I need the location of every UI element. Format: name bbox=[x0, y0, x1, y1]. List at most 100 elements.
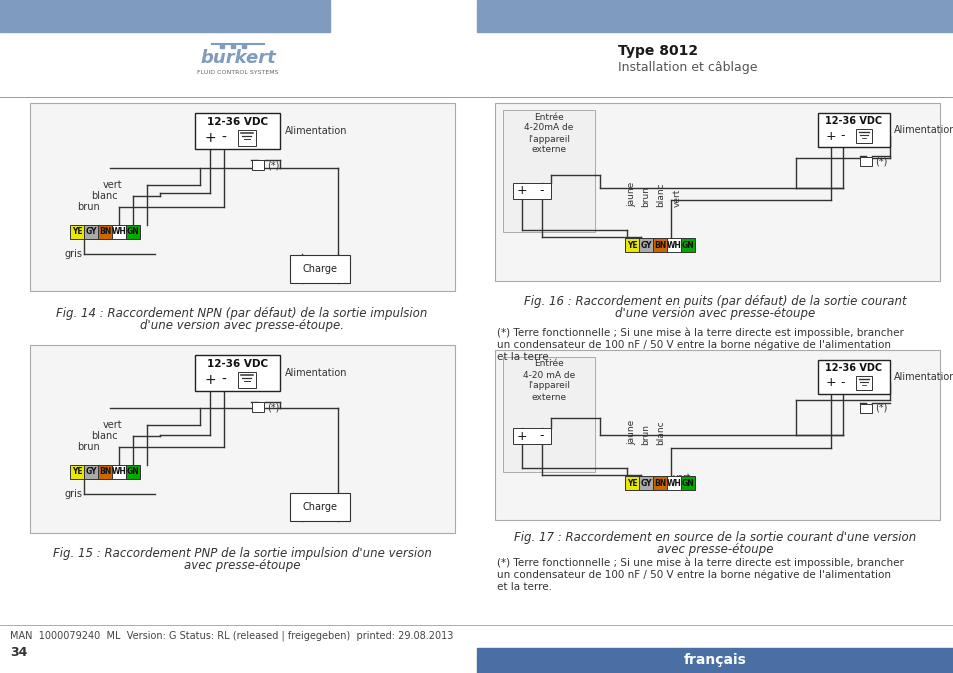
Bar bbox=[513, 183, 551, 199]
Bar bbox=[194, 355, 280, 391]
Text: externe: externe bbox=[531, 145, 566, 155]
Text: Charge: Charge bbox=[302, 502, 337, 512]
Bar bbox=[126, 465, 140, 479]
Text: YE: YE bbox=[71, 468, 82, 476]
Bar bbox=[237, 130, 255, 146]
Text: -: - bbox=[539, 429, 543, 443]
Bar bbox=[30, 345, 455, 533]
Text: l'appareil: l'appareil bbox=[527, 135, 569, 143]
Text: +: + bbox=[204, 373, 215, 387]
Bar bbox=[252, 402, 264, 412]
Bar bbox=[859, 157, 871, 166]
Text: avec presse-étoupe: avec presse-étoupe bbox=[656, 542, 773, 555]
Text: (*) Terre fonctionnelle ; Si une mise à la terre directe est impossible, branche: (*) Terre fonctionnelle ; Si une mise à … bbox=[497, 328, 902, 339]
Text: 12-36 VDC: 12-36 VDC bbox=[824, 116, 882, 126]
Text: Alimentation: Alimentation bbox=[893, 125, 953, 135]
Bar bbox=[0, 0, 330, 32]
Text: l'appareil: l'appareil bbox=[527, 382, 569, 390]
Bar bbox=[98, 225, 112, 239]
Text: YE: YE bbox=[626, 240, 637, 250]
Text: 4-20mA de: 4-20mA de bbox=[524, 124, 573, 133]
Text: GN: GN bbox=[127, 227, 139, 236]
Bar bbox=[624, 238, 639, 252]
Bar bbox=[476, 0, 953, 32]
Text: 12-36 VDC: 12-36 VDC bbox=[824, 363, 882, 373]
Text: BN: BN bbox=[653, 240, 665, 250]
Bar bbox=[84, 225, 98, 239]
Bar bbox=[194, 113, 280, 149]
Bar bbox=[513, 428, 551, 444]
Bar bbox=[652, 476, 666, 490]
Bar bbox=[476, 648, 953, 673]
Text: Installation et câblage: Installation et câblage bbox=[618, 61, 757, 73]
Text: un condensateur de 100 nF / 50 V entre la borne négative de l'alimentation: un condensateur de 100 nF / 50 V entre l… bbox=[497, 570, 890, 581]
Text: Alimentation: Alimentation bbox=[893, 372, 953, 382]
Text: 4-20 mA de: 4-20 mA de bbox=[522, 371, 575, 380]
Bar bbox=[855, 129, 871, 143]
Text: 12-36 VDC: 12-36 VDC bbox=[207, 359, 268, 369]
Text: d'une version avec presse-étoupe: d'une version avec presse-étoupe bbox=[615, 308, 814, 320]
Text: gris: gris bbox=[65, 489, 83, 499]
Text: +: + bbox=[517, 184, 527, 197]
Text: et la terre.: et la terre. bbox=[497, 352, 552, 362]
Bar bbox=[70, 225, 84, 239]
Bar bbox=[855, 376, 871, 390]
Text: -: - bbox=[221, 373, 226, 387]
Text: blanc: blanc bbox=[91, 431, 117, 441]
Text: gris: gris bbox=[65, 249, 83, 259]
Bar bbox=[30, 103, 455, 291]
Text: -: - bbox=[840, 376, 844, 390]
Bar bbox=[252, 160, 264, 170]
Text: -: - bbox=[840, 129, 844, 143]
Bar bbox=[680, 476, 695, 490]
Text: burkert: burkert bbox=[200, 49, 275, 67]
Text: brun: brun bbox=[640, 424, 649, 445]
Text: Alimentation: Alimentation bbox=[285, 368, 347, 378]
Text: (*): (*) bbox=[267, 160, 279, 170]
Text: WH: WH bbox=[666, 479, 680, 487]
Text: français: français bbox=[683, 653, 745, 667]
Bar bbox=[495, 103, 939, 281]
Bar bbox=[680, 238, 695, 252]
Text: jaune: jaune bbox=[626, 420, 636, 445]
Text: +: + bbox=[825, 376, 836, 390]
Text: Entrée: Entrée bbox=[534, 112, 563, 122]
Text: +: + bbox=[517, 429, 527, 443]
Text: blanc: blanc bbox=[656, 421, 664, 445]
Bar bbox=[666, 476, 680, 490]
Text: vert: vert bbox=[672, 188, 681, 207]
Text: Fig. 16 : Raccordement en puits (par défaut) de la sortie courant: Fig. 16 : Raccordement en puits (par déf… bbox=[523, 295, 905, 308]
Bar bbox=[666, 238, 680, 252]
Text: GN: GN bbox=[127, 468, 139, 476]
Bar bbox=[84, 465, 98, 479]
Text: d'une version avec presse-étoupe.: d'une version avec presse-étoupe. bbox=[140, 318, 344, 332]
Text: blanc: blanc bbox=[91, 191, 117, 201]
Text: GN: GN bbox=[680, 479, 694, 487]
Text: et la terre.: et la terre. bbox=[497, 582, 552, 592]
Text: brun: brun bbox=[77, 442, 100, 452]
Bar bbox=[112, 225, 126, 239]
Text: -: - bbox=[221, 131, 226, 145]
Text: Type 8012: Type 8012 bbox=[618, 44, 698, 58]
Bar bbox=[817, 113, 889, 147]
Bar bbox=[112, 465, 126, 479]
Text: -: - bbox=[539, 184, 543, 197]
Bar bbox=[126, 225, 140, 239]
Text: (*) Terre fonctionnelle ; Si une mise à la terre directe est impossible, branche: (*) Terre fonctionnelle ; Si une mise à … bbox=[497, 558, 902, 569]
Text: Fig. 17 : Raccordement en source de la sortie courant d'une version: Fig. 17 : Raccordement en source de la s… bbox=[514, 530, 915, 544]
Text: brun: brun bbox=[77, 202, 100, 212]
Bar bbox=[237, 372, 255, 388]
Text: Fig. 14 : Raccordement NPN (par défaut) de la sortie impulsion: Fig. 14 : Raccordement NPN (par défaut) … bbox=[56, 306, 427, 320]
Text: GY: GY bbox=[639, 479, 651, 487]
Text: 34: 34 bbox=[10, 645, 28, 658]
Bar bbox=[652, 238, 666, 252]
Text: Charge: Charge bbox=[302, 264, 337, 274]
Text: vert: vert bbox=[672, 474, 691, 483]
Bar bbox=[98, 465, 112, 479]
Bar bbox=[495, 350, 939, 520]
Bar bbox=[70, 465, 84, 479]
Text: GN: GN bbox=[680, 240, 694, 250]
Text: WH: WH bbox=[112, 468, 127, 476]
Text: FLUID CONTROL SYSTEMS: FLUID CONTROL SYSTEMS bbox=[197, 71, 278, 75]
Text: externe: externe bbox=[531, 392, 566, 402]
